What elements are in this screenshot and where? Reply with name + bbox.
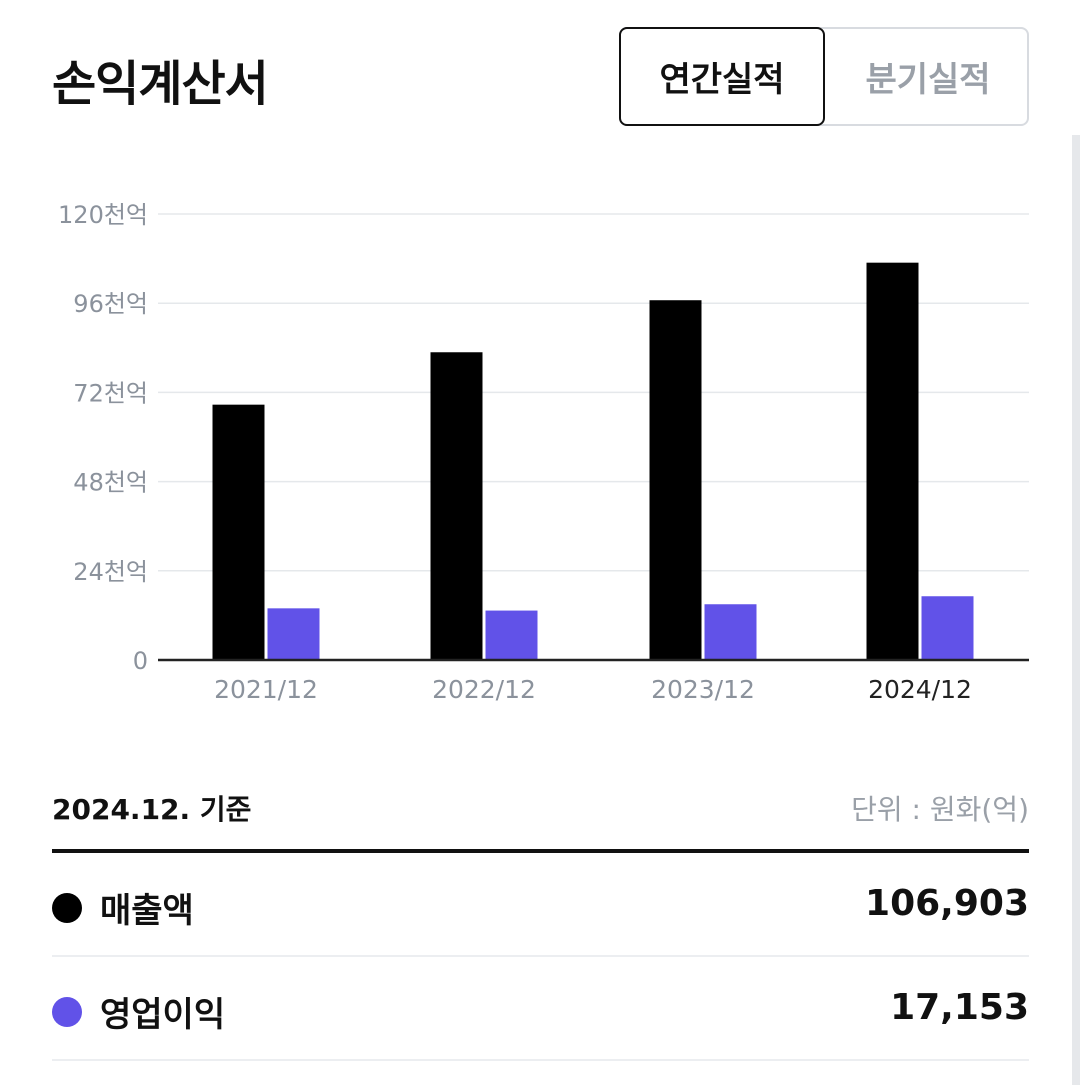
- page-title: 손익계산서: [52, 56, 269, 112]
- summary-row-revenue: 매출액 106,903: [52, 853, 1029, 957]
- revenue-label: 매출액: [100, 891, 194, 931]
- unit-label: 단위 : 원화(억): [851, 793, 1029, 826]
- period-tabs: 연간실적 분기실적: [619, 27, 1029, 126]
- bar: [212, 404, 265, 660]
- bar: [866, 262, 919, 660]
- y-tick-label: 96천억: [73, 290, 148, 318]
- x-tick-label: 2023/12: [651, 675, 755, 704]
- x-tick-label: 2022/12: [432, 675, 536, 704]
- header: 손익계산서 연간실적 분기실적: [0, 0, 1080, 130]
- x-tick-label: 2024/12: [868, 675, 972, 704]
- revenue-value: 106,903: [865, 883, 1029, 924]
- bar: [704, 604, 757, 660]
- y-tick-label: 48천억: [73, 469, 148, 497]
- tab-quarterly[interactable]: 분기실적: [865, 60, 991, 100]
- revenue-dot-icon: [52, 893, 82, 923]
- x-tick-label: 2021/12: [214, 675, 318, 704]
- income-bar-chart: 0 24천억 48천억 72천억 96천억 120천억 2021/12 2022/12 2023…: [58, 201, 1029, 704]
- scrollbar-track[interactable]: [1072, 135, 1080, 1085]
- y-tick-label: 24천억: [73, 558, 148, 586]
- bar: [921, 596, 974, 660]
- operating-profit-value: 17,153: [890, 987, 1029, 1028]
- operating-profit-dot-icon: [52, 997, 82, 1027]
- y-tick-label: 120천억: [58, 201, 148, 229]
- summary-header: 2024.12. 기준 단위 : 원화(억): [52, 780, 1029, 840]
- as-of-label: 2024.12. 기준: [52, 793, 252, 826]
- tab-annual[interactable]: 연간실적: [619, 27, 825, 126]
- bar: [267, 608, 320, 660]
- summary-row-operating-profit: 영업이익 17,153: [52, 957, 1029, 1061]
- bar: [485, 610, 538, 660]
- operating-profit-label: 영업이익: [100, 995, 226, 1035]
- y-tick-label: 0: [133, 647, 148, 675]
- bar: [649, 300, 702, 660]
- bar: [430, 352, 483, 660]
- divider: [52, 849, 1029, 853]
- y-tick-label: 72천억: [73, 379, 148, 407]
